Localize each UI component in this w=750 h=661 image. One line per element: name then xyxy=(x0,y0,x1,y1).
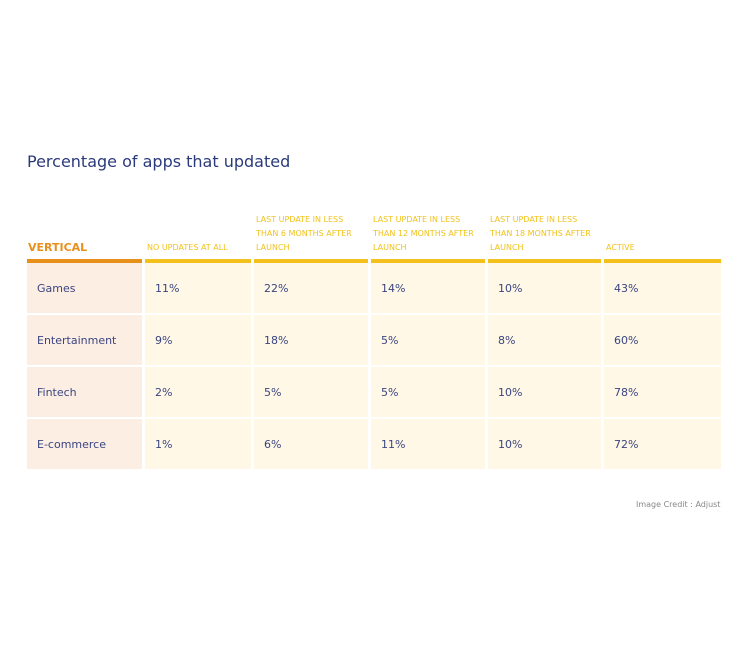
column-header: ACTIVE xyxy=(604,205,721,263)
value-cell: 14% xyxy=(371,263,485,315)
value-cell: 6% xyxy=(254,419,368,471)
column-header: VERTICAL xyxy=(27,205,142,263)
value-cell: 72% xyxy=(604,419,721,471)
value-cell: 5% xyxy=(371,315,485,367)
value-cell: 11% xyxy=(371,419,485,471)
table-row: E-commerce 1% 6% 11% 10% 72% xyxy=(27,419,721,471)
value-cell: 22% xyxy=(254,263,368,315)
value-cell: 60% xyxy=(604,315,721,367)
value-cell: 78% xyxy=(604,367,721,419)
value-cell: 8% xyxy=(488,315,601,367)
image-credit: Image Credit : Adjust xyxy=(636,500,721,509)
value-cell: 43% xyxy=(604,263,721,315)
value-cell: 9% xyxy=(145,315,251,367)
value-cell: 5% xyxy=(254,367,368,419)
table-row: Games 11% 22% 14% 10% 43% xyxy=(27,263,721,315)
value-cell: 5% xyxy=(371,367,485,419)
vertical-cell: Entertainment xyxy=(27,315,142,367)
updates-table: VERTICAL NO UPDATES AT ALL LAST UPDATE IN … xyxy=(24,205,724,471)
page-title: Percentage of apps that updated xyxy=(27,152,291,171)
value-cell: 2% xyxy=(145,367,251,419)
value-cell: 10% xyxy=(488,263,601,315)
column-header: NO UPDATES AT ALL xyxy=(145,205,251,263)
table-header-row: VERTICAL NO UPDATES AT ALL LAST UPDATE IN … xyxy=(27,205,721,263)
vertical-cell: E-commerce xyxy=(27,419,142,471)
table-row: Entertainment 9% 18% 5% 8% 60% xyxy=(27,315,721,367)
column-header: LAST UPDATE IN LESS THAN 12 MONTHS AFTER… xyxy=(371,205,485,263)
column-header: LAST UPDATE IN LESS THAN 6 MONTHS AFTER … xyxy=(254,205,368,263)
value-cell: 1% xyxy=(145,419,251,471)
vertical-cell: Fintech xyxy=(27,367,142,419)
column-header: LAST UPDATE IN LESS THAN 18 MONTHS AFTER… xyxy=(488,205,601,263)
vertical-cell: Games xyxy=(27,263,142,315)
value-cell: 10% xyxy=(488,367,601,419)
value-cell: 10% xyxy=(488,419,601,471)
value-cell: 18% xyxy=(254,315,368,367)
table-row: Fintech 2% 5% 5% 10% 78% xyxy=(27,367,721,419)
value-cell: 11% xyxy=(145,263,251,315)
